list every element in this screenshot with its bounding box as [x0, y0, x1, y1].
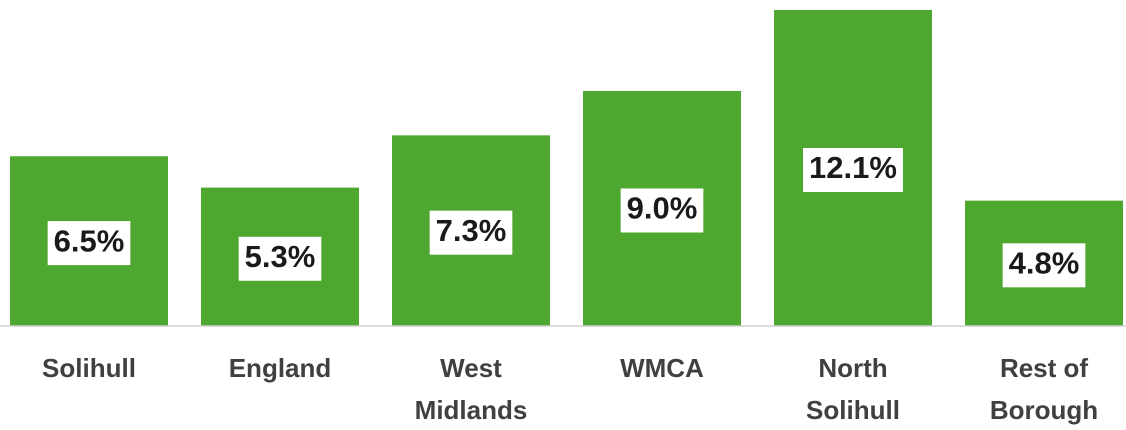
value-label: 9.0%	[627, 191, 698, 226]
x-tick-label-line: Solihull	[806, 395, 900, 425]
x-tick-label: Rest of Borough	[990, 353, 1098, 425]
value-label: 6.5%	[54, 223, 125, 258]
x-tick-label-line: Rest of	[1000, 353, 1088, 383]
value-label: 4.8%	[1009, 246, 1080, 281]
value-label: 5.3%	[245, 239, 316, 274]
value-label: 7.3%	[436, 213, 507, 248]
x-tick-label: England	[229, 353, 332, 383]
value-label-box	[620, 188, 704, 233]
x-tick-label-line: WMCA	[620, 353, 704, 383]
x-tick-label: WMCA	[620, 353, 704, 383]
x-tick-label: North Solihull	[806, 353, 900, 425]
x-tick-label-line: Solihull	[42, 353, 136, 383]
x-tick-label: West Midlands	[415, 353, 528, 425]
x-tick-label-line: Borough	[990, 395, 1098, 425]
x-tick-label-line: North	[818, 353, 887, 383]
value-label-box	[47, 221, 131, 266]
value-label-box	[429, 210, 513, 255]
value-label-box	[803, 148, 903, 192]
value-label-box	[238, 236, 322, 281]
value-label-box	[1002, 243, 1086, 288]
value-label: 12.1%	[809, 150, 897, 185]
x-tick-label-line: England	[229, 353, 332, 383]
x-tick-label-line: West	[440, 353, 502, 383]
x-tick-label-line: Midlands	[415, 395, 528, 425]
x-tick-label: Solihull	[42, 353, 136, 383]
